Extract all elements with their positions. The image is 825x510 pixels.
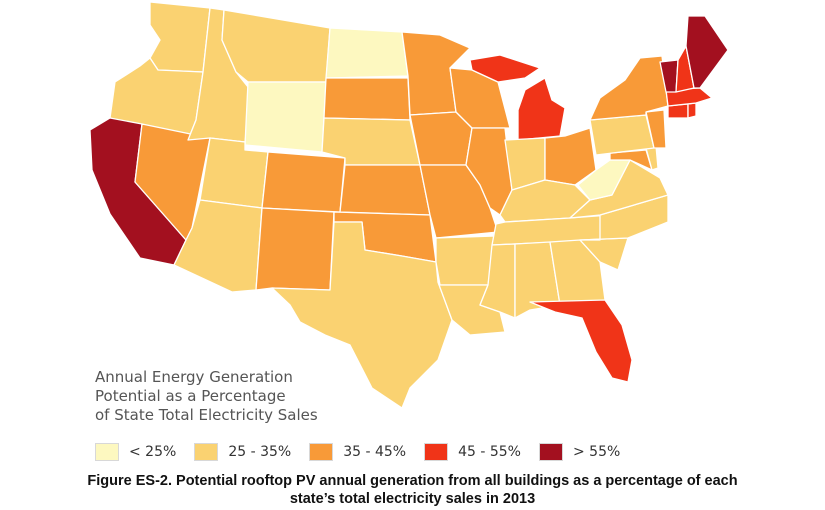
legend-swatch	[309, 443, 334, 461]
legend-item-35-45: 35 - 45%	[309, 443, 406, 461]
legend-label: 45 - 55%	[458, 444, 521, 460]
state-fl[interactable]	[529, 299, 633, 383]
legend-title: Annual Energy Generation Potential as a …	[95, 368, 318, 424]
state-pa[interactable]	[589, 114, 655, 156]
state-nd[interactable]	[325, 27, 409, 79]
legend-swatch	[194, 443, 219, 461]
state-wa[interactable]	[149, 1, 211, 73]
state-mi[interactable]	[469, 54, 566, 141]
state-ia[interactable]	[409, 111, 473, 166]
figure-caption: Figure ES-2. Potential rooftop PV annual…	[0, 472, 825, 508]
state-nj[interactable]	[645, 109, 667, 149]
caption-line-2: state’s total electricity sales in 2013	[289, 491, 536, 507]
state-ut[interactable]	[199, 137, 269, 209]
state-me[interactable]	[685, 15, 729, 89]
state-co[interactable]	[261, 151, 346, 213]
legend-swatch	[538, 443, 563, 461]
state-ga[interactable]	[549, 239, 606, 306]
state-nm[interactable]	[255, 207, 335, 291]
legend-swatch	[95, 443, 119, 461]
legend-item-45-55: 45 - 55%	[424, 443, 521, 461]
legend-item-gt-55: > 55%	[538, 443, 621, 461]
legend-swatch	[424, 443, 449, 461]
legend-label: 35 - 45%	[343, 444, 407, 460]
state-md[interactable]	[609, 149, 653, 171]
state-ar[interactable]	[435, 235, 497, 286]
legend-label: 25 - 35%	[228, 444, 292, 460]
state-ks[interactable]	[339, 164, 431, 216]
legend-label: < 25%	[129, 444, 177, 460]
legend-label: > 55%	[572, 444, 621, 460]
legend-item-lt-25: < 25%	[95, 443, 176, 461]
state-ny[interactable]	[589, 55, 669, 121]
state-il[interactable]	[465, 127, 513, 216]
legend-item-25-35: 25 - 35%	[194, 443, 291, 461]
map-legend: Annual Energy Generation Potential as a …	[95, 368, 620, 461]
legend-items: < 25% 25 - 35% 35 - 45% 45 - 55% > 55%	[95, 443, 655, 461]
state-ri[interactable]	[687, 102, 697, 119]
state-wy[interactable]	[244, 81, 327, 153]
caption-line-1: Figure ES-2. Potential rooftop PV annual…	[87, 473, 738, 489]
state-tx[interactable]	[271, 221, 453, 409]
us-state-map	[89, 1, 729, 409]
state-mt[interactable]	[221, 9, 331, 83]
state-sd[interactable]	[323, 77, 411, 121]
